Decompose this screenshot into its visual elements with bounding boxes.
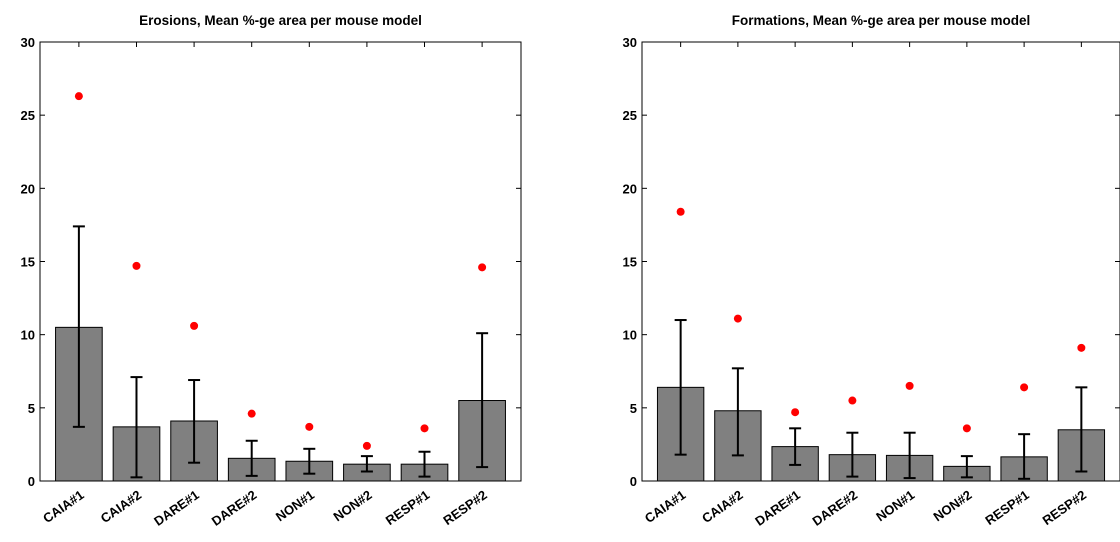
chart1-ytick-label: 30 xyxy=(21,35,35,50)
chart2-ytick-label: 10 xyxy=(623,328,637,343)
chart2-category-label: DARE#2 xyxy=(809,487,860,529)
chart2-ytick-label: 0 xyxy=(630,474,637,489)
chart1-category-label: RESP#1 xyxy=(383,487,432,528)
chart2-ytick-label: 20 xyxy=(623,181,637,196)
chart2-max-point xyxy=(962,424,971,433)
chart2-category-label: CAIA#2 xyxy=(699,487,745,526)
chart2-max-point xyxy=(848,396,857,405)
chart2-group: Formations, Mean %-ge area per mouse mod… xyxy=(623,13,1120,529)
chart2-ytick-label: 30 xyxy=(623,35,637,50)
chart1-title: Erosions, Mean %-ge area per mouse model xyxy=(139,13,422,28)
chart2-category-label: RESP#2 xyxy=(1040,487,1089,528)
chart1-max-point xyxy=(362,441,371,450)
chart1-category-label: CAIA#2 xyxy=(98,487,144,526)
chart2-category-label: NON#2 xyxy=(930,487,974,524)
chart1-ytick-label: 0 xyxy=(28,474,35,489)
chart2-plot-frame xyxy=(641,41,1120,482)
chart1-ytick-label: 10 xyxy=(21,328,35,343)
chart1-category-label: DARE#1 xyxy=(151,487,202,529)
chart2-max-point xyxy=(1077,343,1086,352)
chart1-ytick-label: 20 xyxy=(21,181,35,196)
chart2-title: Formations, Mean %-ge area per mouse mod… xyxy=(732,13,1031,28)
chart1-ytick-label: 25 xyxy=(21,108,35,123)
chart1-category-label: RESP#2 xyxy=(440,487,489,528)
chart1-plot-frame xyxy=(39,41,522,482)
chart2-max-point xyxy=(905,381,914,390)
chart1-category-label: NON#2 xyxy=(331,487,375,524)
chart2-ytick-label: 5 xyxy=(630,401,637,416)
chart2-category-label: RESP#1 xyxy=(982,487,1031,528)
chart1-max-point xyxy=(190,321,199,330)
chart2-ytick-label: 25 xyxy=(623,108,637,123)
chart1-max-point xyxy=(305,422,314,431)
chart1-group: Erosions, Mean %-ge area per mouse model… xyxy=(21,13,522,529)
chart1-max-point xyxy=(74,92,83,101)
chart2-max-point xyxy=(791,408,800,417)
chart2-ytick-label: 15 xyxy=(623,255,637,270)
chart1-max-point xyxy=(420,424,429,433)
chart1-category-label: DARE#2 xyxy=(209,487,260,529)
chart1-ytick-label: 5 xyxy=(28,401,35,416)
chart1-category-label: CAIA#1 xyxy=(40,487,86,526)
chart2-max-point xyxy=(1020,383,1029,392)
chart1-max-point xyxy=(478,263,487,272)
chart1-max-point xyxy=(132,261,141,270)
chart2-category-label: DARE#1 xyxy=(752,487,803,529)
chart2-max-point xyxy=(676,207,685,216)
chart2-category-label: CAIA#1 xyxy=(642,487,688,526)
chart2-max-point xyxy=(733,314,742,323)
chart1-category-label: NON#1 xyxy=(273,487,317,524)
chart2-category-label: NON#1 xyxy=(873,487,917,524)
chart1-ytick-label: 15 xyxy=(21,255,35,270)
chart1-max-point xyxy=(247,409,256,418)
